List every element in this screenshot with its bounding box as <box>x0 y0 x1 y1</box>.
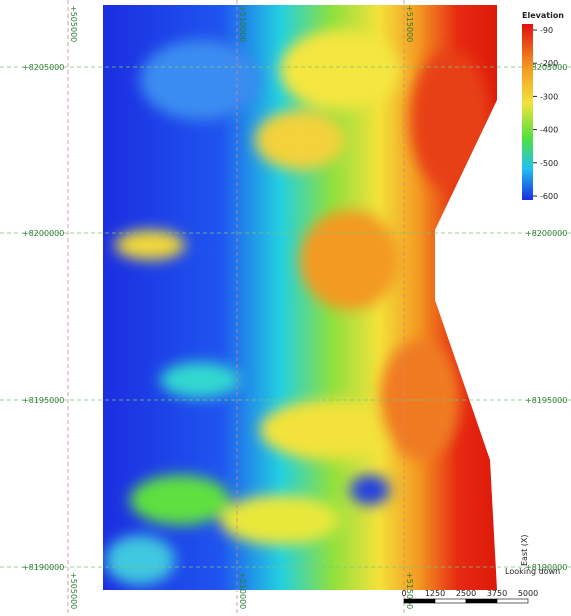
easting-label: +505000 <box>69 5 78 42</box>
easting-label: +515000 <box>405 5 414 42</box>
scale-segment <box>497 599 528 603</box>
scale-label: 0 <box>401 589 406 598</box>
map: +8205000+8205000+8200000+8200000+8195000… <box>0 0 571 616</box>
easting-label: +510000 <box>238 572 247 609</box>
northing-label: +8205000 <box>22 63 64 72</box>
view-label: Looking down <box>505 567 560 576</box>
color-bar <box>522 24 533 200</box>
legend-label: -600 <box>540 192 558 201</box>
scale-segment <box>466 599 497 603</box>
scale-segment <box>435 599 466 603</box>
easting-label: +505000 <box>69 572 78 609</box>
legend-title: Elevation <box>522 11 564 20</box>
northing-label: +8195000 <box>22 396 64 405</box>
northing-label: +8195000 <box>525 396 567 405</box>
elevation-surface <box>103 5 497 590</box>
northing-label: +8200000 <box>525 229 567 238</box>
scale-label: 2500 <box>456 589 476 598</box>
axis-label: East (X) <box>520 534 529 566</box>
northing-label: +8200000 <box>22 229 64 238</box>
scale-label: 5000 <box>518 589 538 598</box>
map-view: +8205000+8205000+8200000+8200000+8195000… <box>0 0 571 616</box>
northing-label: +8190000 <box>22 563 64 572</box>
legend-label: -200 <box>540 59 558 68</box>
easting-label: +510000 <box>238 5 247 42</box>
legend-label: -400 <box>540 126 558 135</box>
legend-label: -90 <box>540 26 553 35</box>
scale-segment <box>404 599 435 603</box>
scale-label: 3750 <box>487 589 507 598</box>
scale-label: 1250 <box>425 589 445 598</box>
legend-label: -500 <box>540 159 558 168</box>
legend-label: -300 <box>540 92 558 101</box>
